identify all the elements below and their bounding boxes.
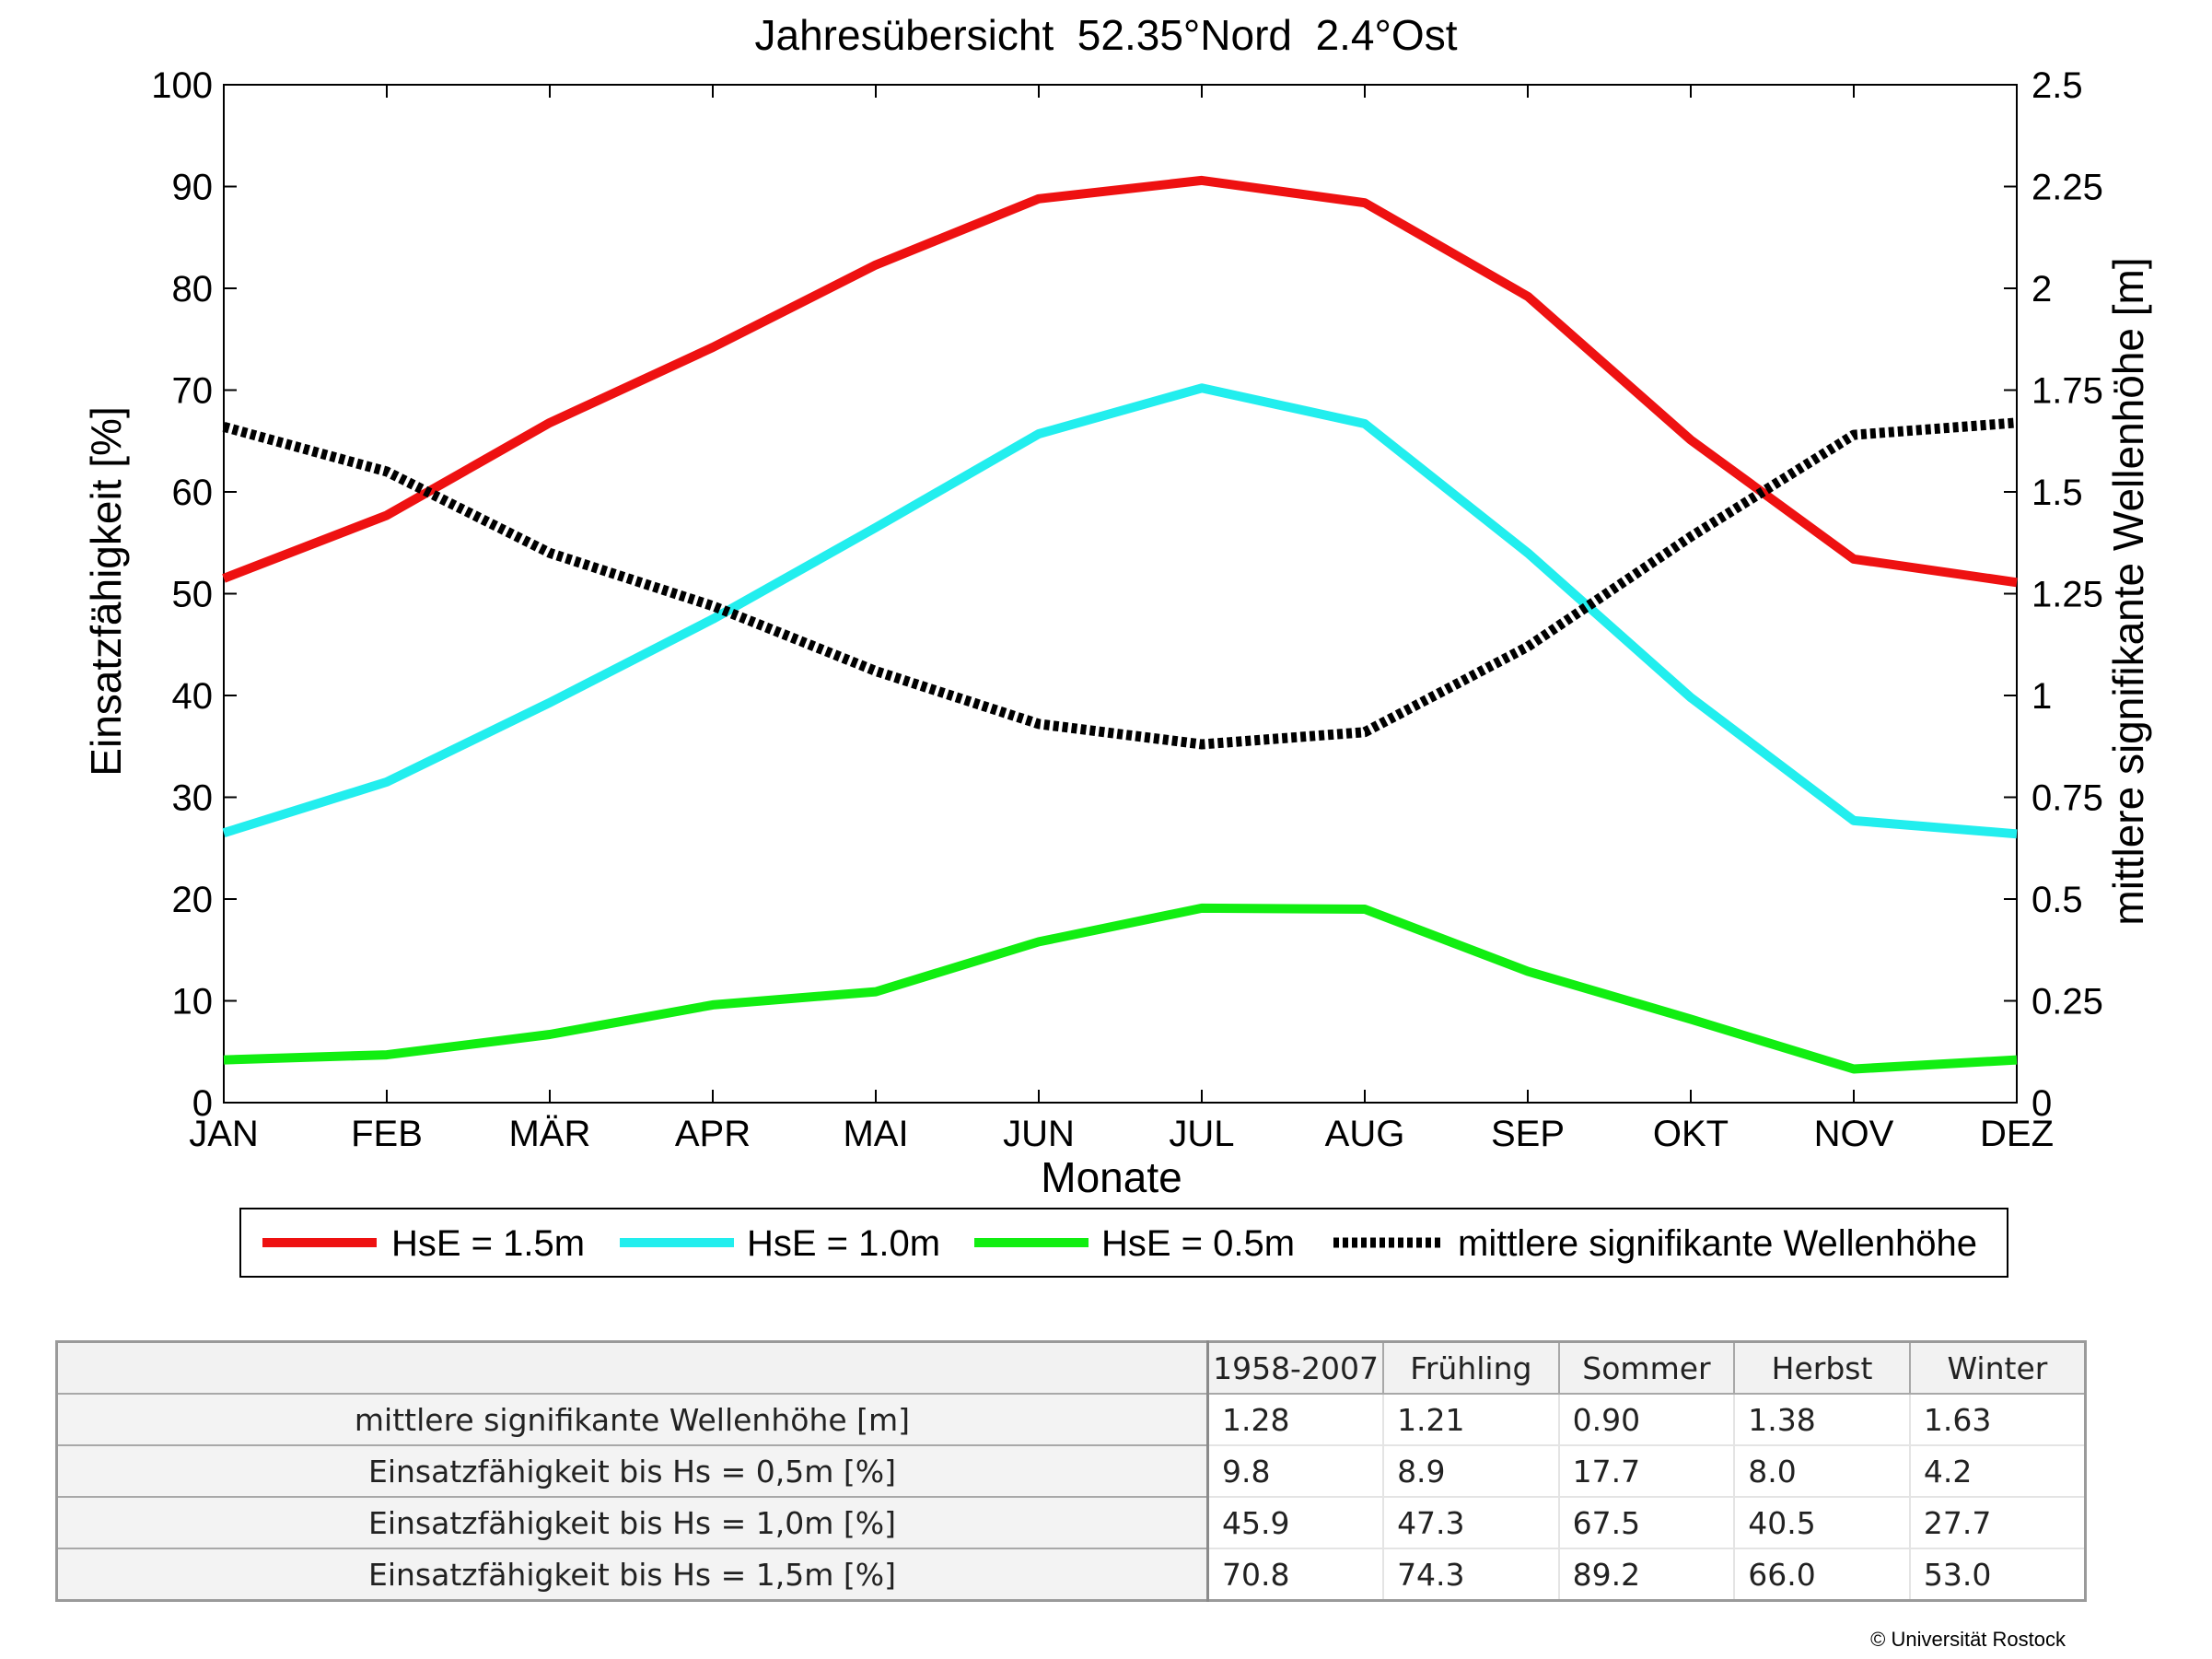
x-tick-label: MÄR (509, 1114, 591, 1154)
y-tick-label: 90 (172, 168, 214, 208)
table-cell: 8.9 (1382, 1444, 1560, 1498)
table-header-spring: Frühling (1382, 1340, 1560, 1395)
x-tick-label: OKT (1653, 1114, 1729, 1154)
x-tick-label: JUN (1003, 1114, 1075, 1154)
y-tick-label: 100 (151, 65, 213, 106)
table-header-period: 1958-2007 (1206, 1340, 1385, 1395)
y2-tick-label: 2.25 (2032, 168, 2103, 208)
y-tick-label: 70 (172, 371, 214, 412)
x-tick-label: APR (675, 1114, 751, 1154)
y-tick-label: 10 (172, 982, 214, 1022)
table-cell: 89.2 (1557, 1548, 1736, 1602)
table-cell: 8.0 (1733, 1444, 1911, 1498)
table-cell: 1.38 (1733, 1393, 1911, 1446)
x-axis-title: Monate (1041, 1153, 1182, 1201)
y2-tick-label: 0.25 (2032, 982, 2103, 1022)
plot-frame (223, 84, 2018, 1104)
y-tick-label: 50 (172, 575, 214, 615)
y2-tick-label: 2 (2032, 269, 2052, 310)
series-line (222, 175, 2018, 588)
y2-tick-label: 0.75 (2032, 778, 2103, 819)
y2-axis-title: mittlere signifikante Wellenhöhe [m] (2104, 257, 2152, 925)
y2-tick-label: 1.5 (2032, 473, 2083, 513)
table-cell: 0.90 (1557, 1393, 1736, 1446)
x-tick-label: DEZ (1980, 1114, 2054, 1154)
row-label: Einsatzfähigkeit bis Hs = 1,5m [%] (55, 1548, 1209, 1602)
x-tick-label: MAI (843, 1114, 908, 1154)
y-tick-label: 80 (172, 269, 214, 310)
table-cell: 74.3 (1382, 1548, 1560, 1602)
table-cell: 53.0 (1908, 1548, 2087, 1602)
table-cell: 40.5 (1733, 1496, 1911, 1549)
table-cell: 1.28 (1206, 1393, 1385, 1446)
y-tick-label: 30 (172, 778, 214, 819)
table-cell: 4.2 (1908, 1444, 2087, 1498)
row-label: mittlere signifikante Wellenhöhe [m] (55, 1393, 1209, 1446)
y-tick-label: 0 (192, 1083, 213, 1124)
copyright-notice: © Universität Rostock (1870, 1628, 2066, 1651)
table-row: Einsatzfähigkeit bis Hs = 1,0m [%] 45.9 … (55, 1496, 2087, 1549)
y2-tick-label: 2.5 (2032, 65, 2083, 106)
y-tick-label: 20 (172, 880, 214, 920)
table-header-winter: Winter (1908, 1340, 2087, 1395)
x-tick-label: NOV (1814, 1114, 1894, 1154)
table-cell: 45.9 (1206, 1496, 1385, 1549)
y2-tick-label: 0 (2032, 1083, 2052, 1124)
y-tick-label: 40 (172, 676, 214, 717)
table-cell: 70.8 (1206, 1548, 1385, 1602)
table-cell: 1.21 (1382, 1393, 1560, 1446)
table-row: Einsatzfähigkeit bis Hs = 0,5m [%] 9.8 8… (55, 1444, 2087, 1498)
legend-label: mittlere signifikante Wellenhöhe (1458, 1223, 1977, 1264)
table-row: mittlere signifikante Wellenhöhe [m] 1.2… (55, 1393, 2087, 1446)
series-line (222, 417, 2018, 750)
table-header-corner (55, 1340, 1209, 1395)
table-cell: 1.63 (1908, 1393, 2087, 1446)
table-cell: 27.7 (1908, 1496, 2087, 1549)
y2-tick-label: 1 (2032, 676, 2052, 717)
table-cell: 66.0 (1733, 1548, 1911, 1602)
plot-area: 0 10 20 30 40 50 60 70 80 90 100 0 0.25 0.5 0.75 1 1.25 1… (151, 65, 2103, 1154)
table-cell: 67.5 (1557, 1496, 1736, 1549)
y2-tick-label: 1.75 (2032, 371, 2103, 412)
series-line (223, 903, 2018, 1074)
table-cell: 47.3 (1382, 1496, 1560, 1549)
table-header-autumn: Herbst (1733, 1340, 1911, 1395)
x-tick-label: JUL (1169, 1114, 1234, 1154)
table-cell: 9.8 (1206, 1444, 1385, 1498)
y2-tick-label: 0.5 (2032, 880, 2083, 920)
row-label: Einsatzfähigkeit bis Hs = 1,0m [%] (55, 1496, 1209, 1549)
x-tick-label: FEB (351, 1114, 423, 1154)
row-label: Einsatzfähigkeit bis Hs = 0,5m [%] (55, 1444, 1209, 1498)
y-tick-label: 60 (172, 473, 214, 513)
legend-label: HsE = 1.0m (747, 1223, 940, 1264)
legend-label: HsE = 0.5m (1101, 1223, 1295, 1264)
x-tick-label: SEP (1491, 1114, 1565, 1154)
statistics-table: 1958-2007 Frühling Sommer Herbst Winter … (55, 1340, 2087, 1602)
legend-box (239, 1208, 2008, 1278)
y2-tick-label: 1.25 (2032, 575, 2103, 615)
y-axis-title: Einsatzfähigkeit [%] (82, 406, 130, 776)
table-cell: 17.7 (1557, 1444, 1736, 1498)
table-row: Einsatzfähigkeit bis Hs = 1,5m [%] 70.8 … (55, 1548, 2087, 1602)
x-tick-label: AUG (1325, 1114, 1405, 1154)
table-header-row: 1958-2007 Frühling Sommer Herbst Winter (55, 1340, 2087, 1395)
table-header-summer: Sommer (1557, 1340, 1736, 1395)
legend-label: HsE = 1.5m (391, 1223, 585, 1264)
chart-title: Jahresübersicht 52.35°Nord 2.4°Ost (755, 11, 1458, 59)
series-line (222, 383, 2018, 839)
x-tick-label: JAN (189, 1114, 259, 1154)
legend: HsE = 1.5m HsE = 1.0m HsE = 0.5m mittlere s… (239, 1208, 2008, 1278)
